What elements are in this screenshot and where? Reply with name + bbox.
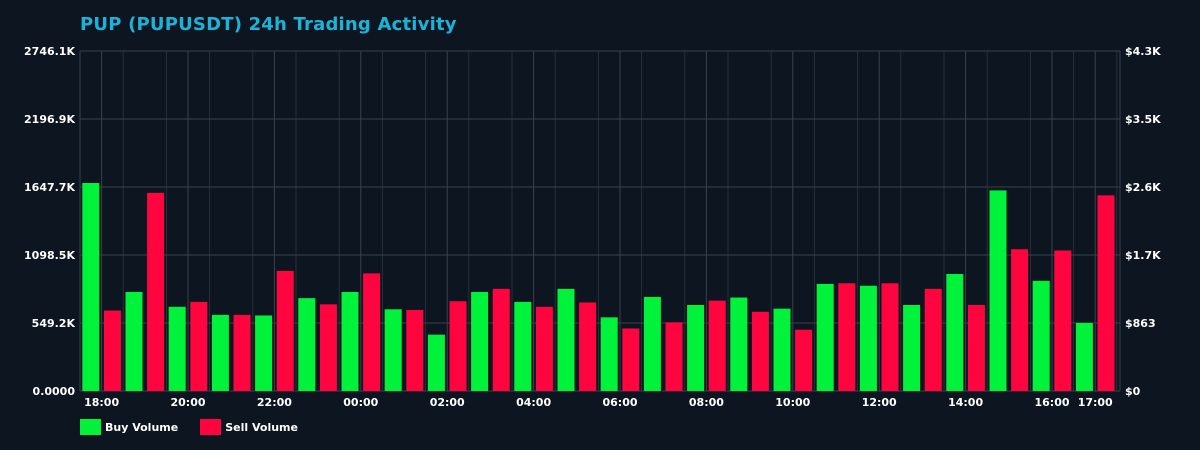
legend-item-sell[interactable]: Sell Volume [200,419,298,435]
sell-volume-bar [190,301,208,391]
x-tick-label: 02:00 [430,396,465,409]
sell-volume-bar [622,328,640,391]
x-tick-label: 16:00 [1034,396,1069,409]
x-tick-label: 06:00 [602,396,637,409]
sell-volume-bar [363,273,381,391]
sell-volume-bar [319,304,337,391]
x-tick-label: 14:00 [948,396,983,409]
sell-volume-bar [881,283,899,391]
buy-volume-bar [600,317,618,391]
x-tick-label: 22:00 [257,396,292,409]
sell-volume-bar [276,270,294,391]
x-tick-label: 12:00 [862,396,897,409]
y-left-tick-label: 1098.5K [24,249,75,262]
buy-volume-bar [125,291,143,391]
sell-volume-bar [103,310,121,391]
sell-volume-bar [579,302,597,391]
y-left-tick-label: 549.2K [32,317,76,330]
y-left-tick-label: 1647.7K [24,181,75,194]
x-tick-label: 08:00 [689,396,724,409]
y-right-tick-label: $2.6K [1125,181,1161,194]
buy-volume-bar [82,182,100,391]
buy-volume-bar [859,285,877,391]
x-tick-label: 17:00 [1078,396,1113,409]
buy-volume-bar [427,334,445,391]
legend-label-buy: Buy Volume [105,420,179,434]
y-right-tick-label: $1.7K [1125,249,1161,262]
buy-volume-bar [903,304,921,391]
sell-volume-bar [751,311,769,391]
x-tick-label: 00:00 [343,396,378,409]
buy-volume-bar [341,291,359,391]
buy-volume-bar [168,306,186,391]
legend-label-sell: Sell Volume [225,420,298,434]
y-right-tick-label: $0 [1125,385,1141,398]
buy-volume-bar [298,298,316,391]
y-left-tick-label: 0.0000 [33,385,76,398]
x-tick-label: 04:00 [516,396,551,409]
legend-item-buy[interactable]: Buy Volume [80,419,178,435]
x-tick-label: 18:00 [84,396,119,409]
buy-volume-bar [255,315,273,391]
legend-swatch-buy [80,419,101,435]
sell-volume-bar [1054,250,1072,391]
sell-volume-bar [1097,195,1115,391]
sell-volume-bar [535,306,553,391]
buy-volume-bar [384,309,402,391]
legend-swatch-sell [200,419,222,435]
y-right-tick-label: $863 [1125,317,1156,330]
x-tick-label: 20:00 [170,396,205,409]
buy-volume-bar [730,297,748,391]
buy-volume-bar [514,301,532,391]
y-left-tick-label: 2196.9K [24,113,75,126]
buy-volume-bar [773,308,791,391]
buy-volume-bar [687,304,705,391]
sell-volume-bar [1011,249,1029,391]
y-right-tick-label: $4.3K [1125,45,1161,58]
sell-volume-bar [665,322,683,391]
x-tick-label: 10:00 [775,396,810,409]
sell-volume-bar [147,192,165,391]
sell-volume-bar [449,301,467,391]
sell-volume-bar [838,283,856,391]
buy-volume-bar [989,190,1007,391]
sell-volume-bar [233,314,251,391]
buy-volume-bar [471,291,489,391]
buy-volume-bar [946,273,964,391]
chart-title: PUP (PUPUSDT) 24h Trading Activity [80,14,457,35]
chart-legend: Buy Volume Sell Volume [80,419,320,435]
buy-volume-bar [816,283,834,391]
buy-volume-bar [1075,322,1093,391]
buy-volume-bar [1032,280,1050,391]
y-right-tick-label: $3.5K [1125,113,1161,126]
buy-volume-bar [211,314,229,391]
sell-volume-bar [967,304,985,391]
sell-volume-bar [708,300,726,391]
sell-volume-bar [492,288,510,391]
sell-volume-bar [406,309,424,391]
sell-volume-bar [924,288,942,391]
sell-volume-bar [795,329,813,391]
buy-volume-bar [643,296,661,391]
buy-volume-bar [557,288,575,391]
y-left-tick-label: 2746.1K [24,45,75,58]
